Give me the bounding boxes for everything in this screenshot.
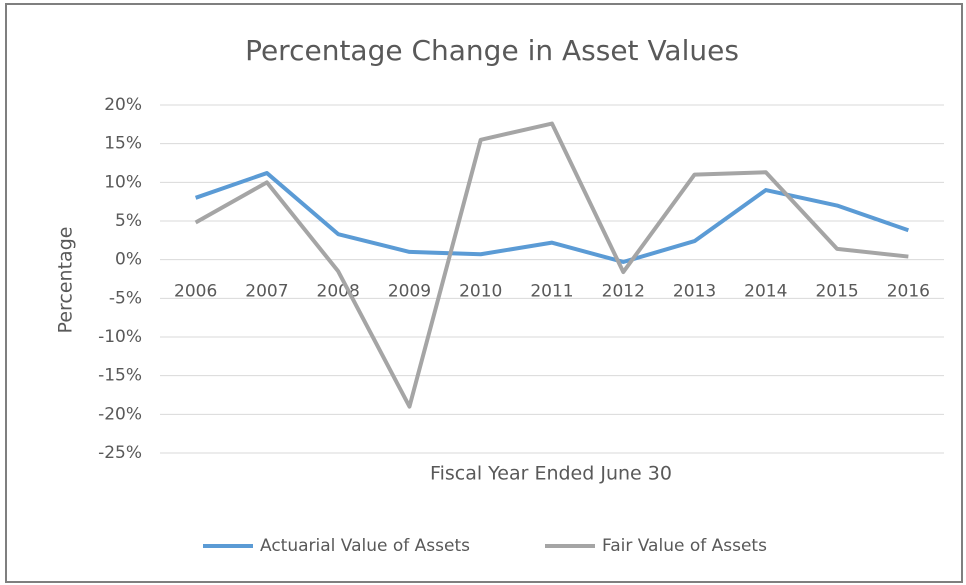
- x-axis-title: Fiscal Year Ended June 30: [430, 463, 672, 485]
- x-tick-label: 2012: [602, 282, 645, 302]
- y-tick-label: 20%: [104, 95, 142, 115]
- y-tick-label: 0%: [115, 250, 142, 270]
- x-tick-label: 2011: [530, 282, 573, 302]
- y-tick-label: 10%: [104, 172, 142, 192]
- chart-title: Percentage Change in Asset Values: [245, 34, 739, 67]
- y-tick-label: -25%: [98, 443, 142, 463]
- y-tick-label: -10%: [98, 327, 142, 347]
- legend-label: Fair Value of Assets: [602, 536, 767, 556]
- y-tick-label: -20%: [98, 404, 142, 424]
- y-tick-label: -5%: [109, 288, 142, 308]
- y-tick-label: 5%: [115, 211, 142, 231]
- y-axis-title: Percentage: [55, 227, 77, 334]
- legend-label: Actuarial Value of Assets: [260, 536, 470, 556]
- data-line: [194, 121, 909, 409]
- x-tick-label: 2016: [887, 282, 930, 302]
- x-tick-label: 2007: [245, 282, 288, 302]
- y-tick-label: -15%: [98, 366, 142, 386]
- x-tick-label: 2014: [744, 282, 787, 302]
- x-tick-label: 2006: [174, 282, 217, 302]
- x-tick-label: 2015: [815, 282, 858, 302]
- chart-border: [5, 3, 963, 583]
- y-tick-label: 15%: [104, 134, 142, 154]
- x-tick-label: 2013: [673, 282, 716, 302]
- x-tick-label: 2010: [459, 282, 502, 302]
- x-tick-label: 2009: [388, 282, 431, 302]
- x-tick-label: 2008: [317, 282, 360, 302]
